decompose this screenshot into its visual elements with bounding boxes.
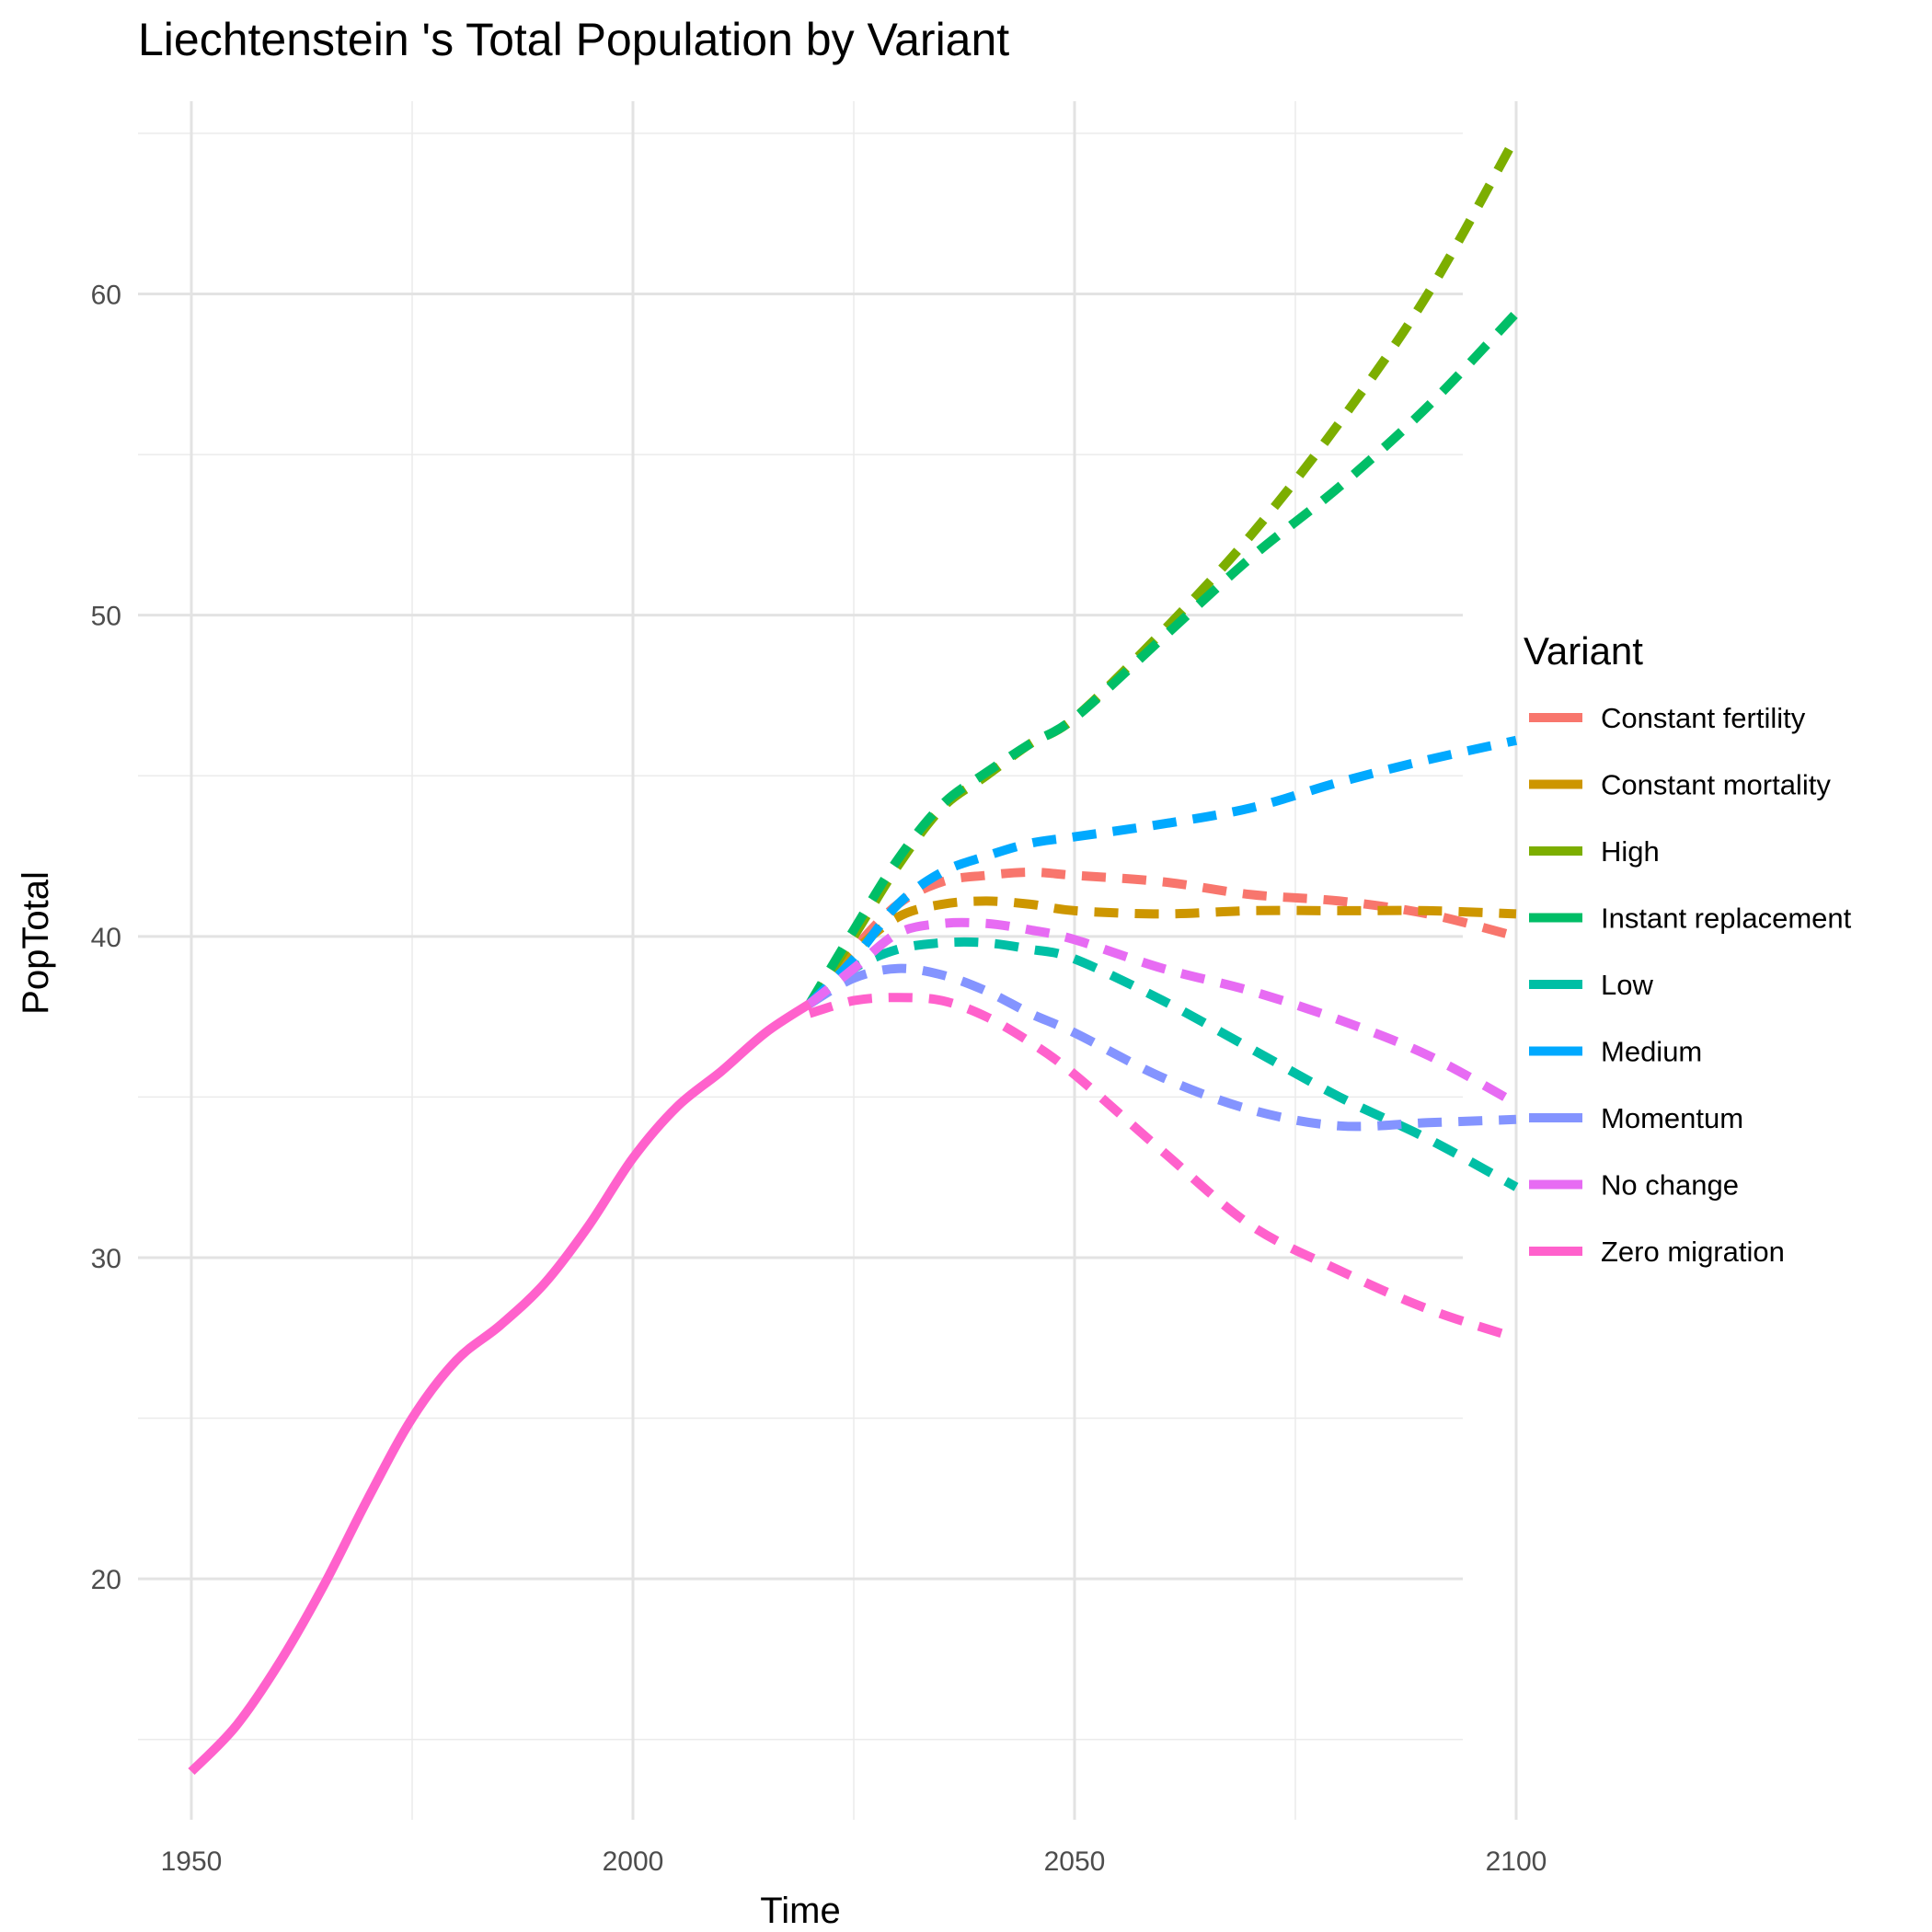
series-line-medium: [806, 735, 1518, 1007]
y-tick-label: 20: [91, 1565, 121, 1595]
legend-label-no-change: No change: [1601, 1169, 1739, 1202]
y-tick-label: 50: [91, 602, 121, 632]
x-axis-title: Time: [760, 1891, 840, 1931]
legend: Variant Constant fertility Constant morta…: [1524, 629, 1852, 1268]
x-tick-label: 1950: [161, 1846, 223, 1877]
legend-label-zero-migration: Zero migration: [1601, 1236, 1785, 1268]
x-tick-label: 2000: [603, 1846, 664, 1877]
chart-title: Liechtenstein 's Total Population by Var…: [138, 14, 1009, 65]
legend-label-instant-replacement: Instant replacement: [1601, 903, 1852, 935]
y-tick-label: 30: [91, 1244, 121, 1274]
legend-label-low: Low: [1601, 969, 1653, 1001]
grid: [138, 101, 1518, 1820]
x-tick-label: 2100: [1486, 1846, 1547, 1877]
legend-label-momentum: Momentum: [1601, 1102, 1743, 1134]
series-line-no-change: [806, 917, 1519, 1108]
y-axis-title: PopTotal: [16, 871, 56, 1015]
legend-label-constant-mortality: Constant mortality: [1601, 769, 1831, 801]
legend-label-constant-fertility: Constant fertility: [1601, 702, 1806, 734]
legend-label-medium: Medium: [1601, 1036, 1702, 1068]
y-tick-label: 60: [91, 280, 121, 310]
series-lines: [188, 133, 1521, 1776]
x-tick-label: 2050: [1044, 1846, 1106, 1877]
y-tick-label: 40: [91, 923, 121, 953]
series-line-zero-migration: [808, 993, 1518, 1343]
series-line-low: [806, 937, 1519, 1191]
historical-line: [188, 999, 812, 1776]
legend-label-high: High: [1601, 835, 1660, 868]
axis-ticks: 1950 2000 2050 2100 20 30 40 50 60: [91, 280, 1547, 1877]
series-line-momentum: [807, 963, 1517, 1132]
series-line-instant-replacement: [805, 309, 1520, 1006]
series-line-constant-mortality: [806, 896, 1517, 1007]
legend-title: Variant: [1524, 629, 1643, 673]
